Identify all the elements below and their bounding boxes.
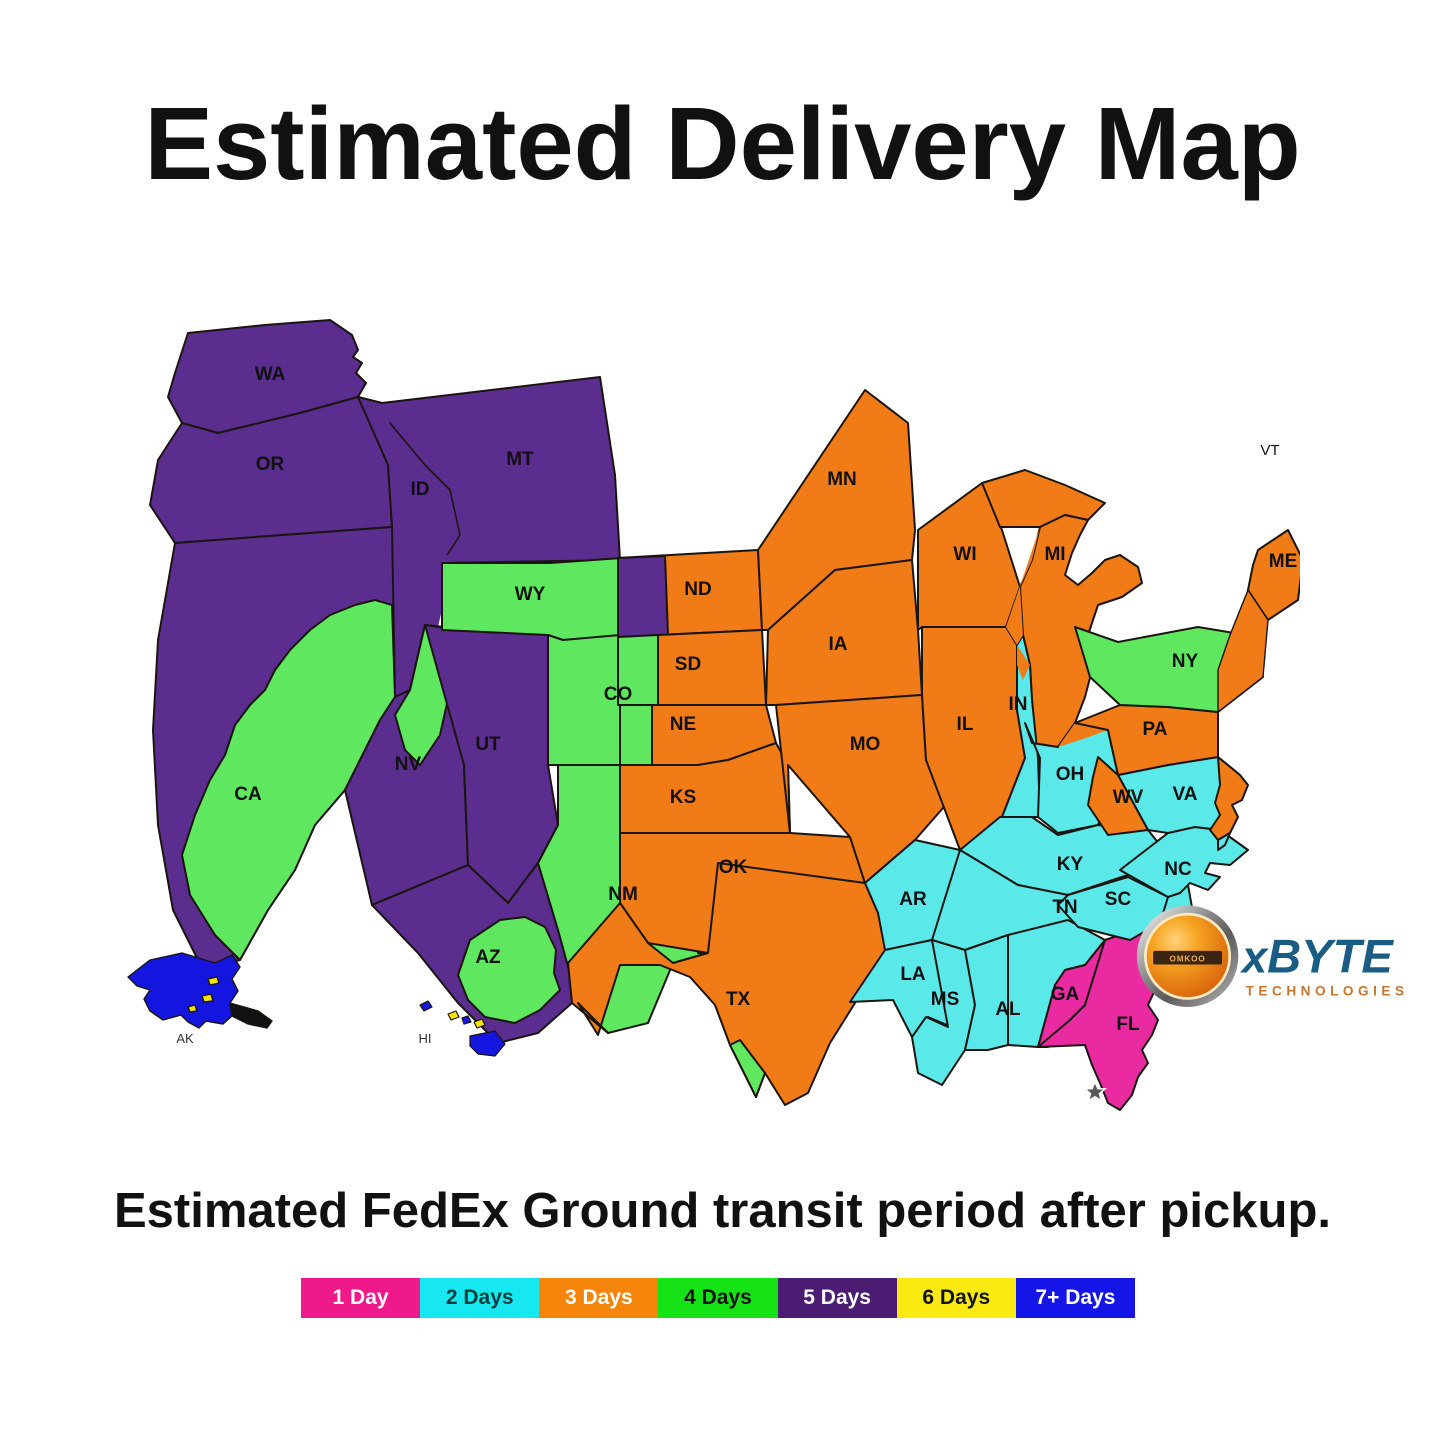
svg-text:SD: SD bbox=[675, 654, 701, 675]
svg-text:LA: LA bbox=[900, 964, 926, 985]
svg-text:TX: TX bbox=[726, 989, 751, 1010]
svg-text:AL: AL bbox=[995, 999, 1021, 1020]
svg-text:VA: VA bbox=[1173, 784, 1198, 805]
svg-text:xBYTE: xBYTE bbox=[1240, 930, 1394, 983]
svg-text:GA: GA bbox=[1051, 984, 1080, 1005]
svg-text:WV: WV bbox=[1113, 787, 1144, 808]
svg-text:UT: UT bbox=[475, 734, 501, 755]
svg-text:OMKOO: OMKOO bbox=[1169, 954, 1205, 963]
svg-text:VT: VT bbox=[1260, 442, 1279, 459]
svg-text:OH: OH bbox=[1056, 764, 1085, 785]
svg-text:AR: AR bbox=[899, 889, 927, 910]
svg-text:AZ: AZ bbox=[475, 947, 501, 968]
svg-text:WI: WI bbox=[953, 544, 976, 565]
svg-text:MS: MS bbox=[931, 989, 960, 1010]
svg-text:NV: NV bbox=[395, 754, 422, 775]
svg-text:IA: IA bbox=[829, 634, 848, 655]
svg-text:IL: IL bbox=[957, 714, 974, 735]
svg-text:HI: HI bbox=[419, 1031, 432, 1046]
svg-text:NM: NM bbox=[608, 884, 638, 905]
svg-text:OR: OR bbox=[256, 454, 285, 475]
svg-text:ND: ND bbox=[684, 579, 711, 600]
svg-text:CA: CA bbox=[234, 784, 262, 805]
svg-text:ID: ID bbox=[411, 479, 430, 500]
svg-text:TN: TN bbox=[1052, 897, 1077, 918]
svg-text:NE: NE bbox=[670, 714, 696, 735]
svg-text:WA: WA bbox=[255, 364, 286, 385]
svg-text:TECHNOLOGIES: TECHNOLOGIES bbox=[1246, 983, 1409, 998]
svg-text:WY: WY bbox=[515, 584, 546, 605]
svg-text:OK: OK bbox=[719, 857, 748, 878]
svg-text:SC: SC bbox=[1105, 889, 1132, 910]
svg-text:KS: KS bbox=[670, 787, 696, 808]
svg-text:MT: MT bbox=[506, 449, 534, 470]
svg-text:ME: ME bbox=[1269, 551, 1298, 572]
svg-text:MN: MN bbox=[827, 469, 857, 490]
svg-text:MO: MO bbox=[850, 734, 881, 755]
svg-text:KY: KY bbox=[1057, 854, 1084, 875]
svg-text:IN: IN bbox=[1009, 694, 1028, 715]
svg-text:CO: CO bbox=[604, 684, 633, 705]
svg-text:AK: AK bbox=[176, 1031, 194, 1046]
svg-text:NY: NY bbox=[1172, 651, 1199, 672]
svg-text:NC: NC bbox=[1164, 859, 1192, 880]
svg-text:MI: MI bbox=[1044, 544, 1065, 565]
svg-text:PA: PA bbox=[1143, 719, 1168, 740]
